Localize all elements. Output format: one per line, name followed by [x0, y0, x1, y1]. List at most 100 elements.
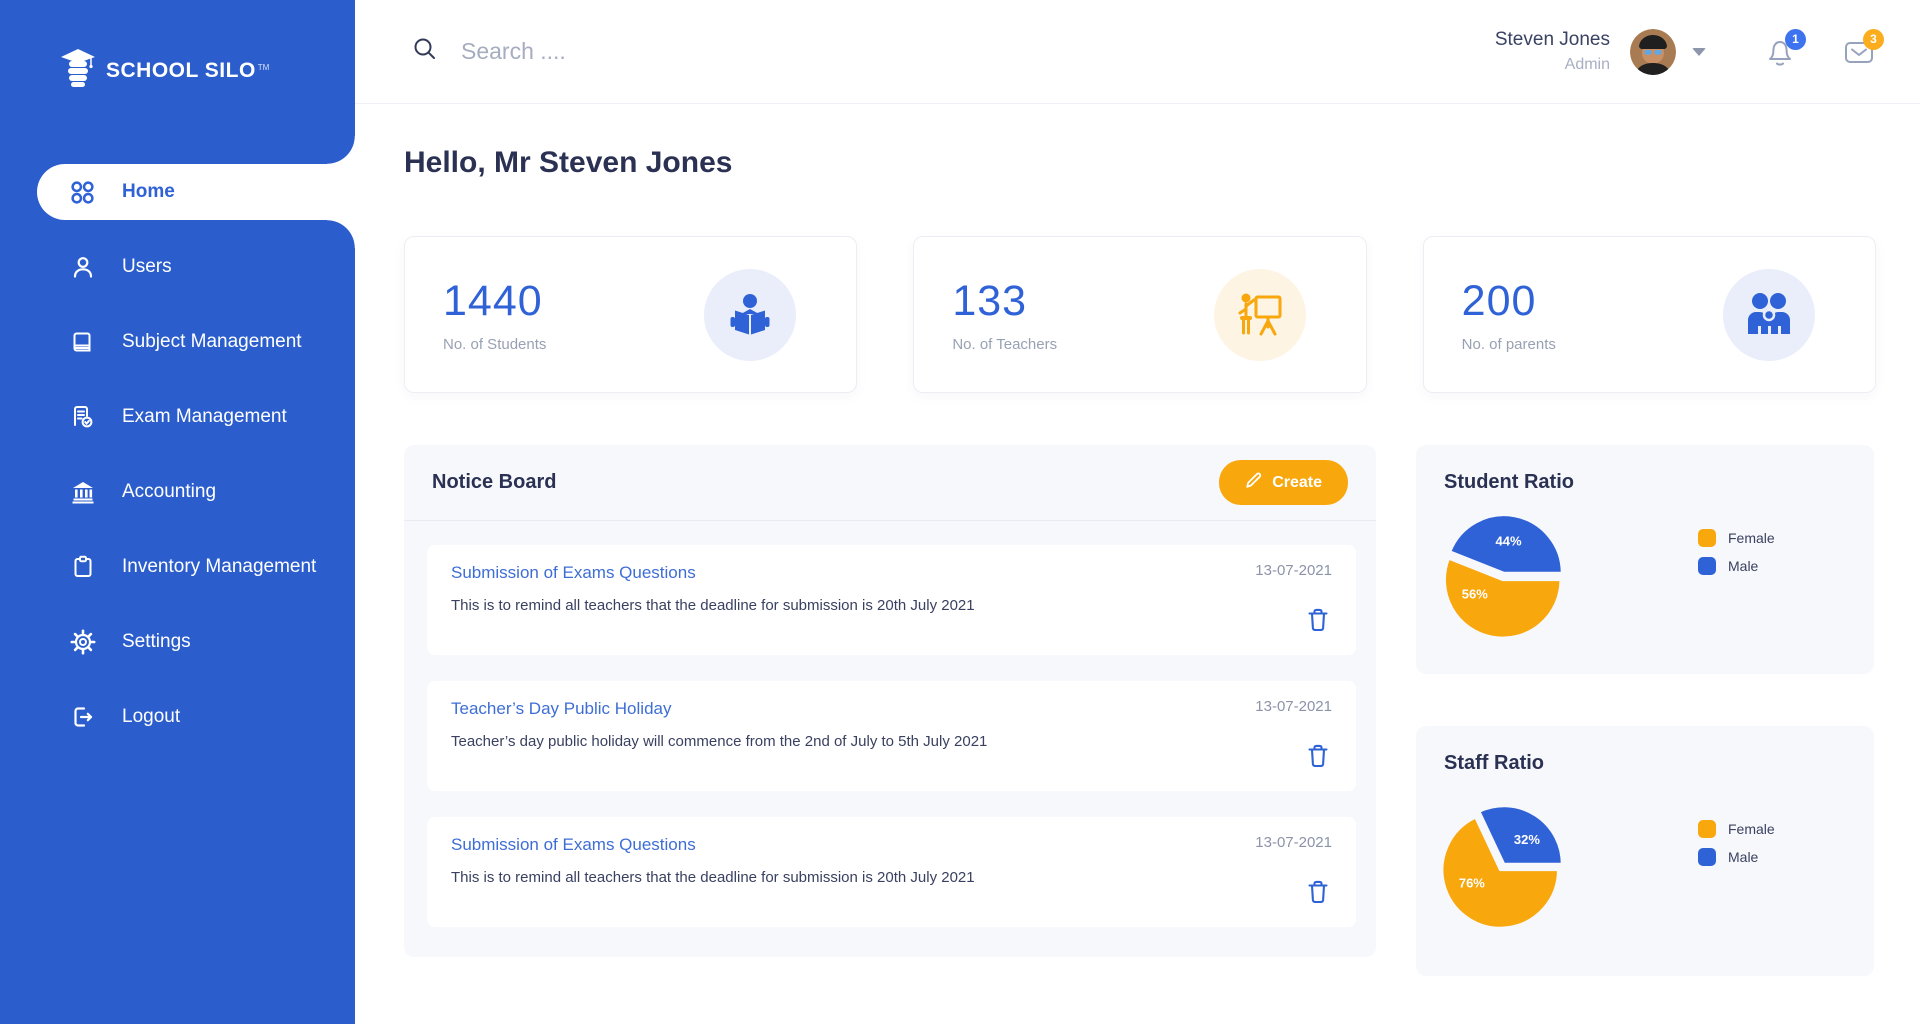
- sidebar-item-inventory-management[interactable]: Inventory Management: [0, 539, 355, 595]
- notice-board-title: Notice Board: [432, 471, 557, 493]
- notice-item: Submission of Exams Questions This is to…: [427, 545, 1356, 655]
- gear-icon: [69, 629, 96, 656]
- notice-board-panel: Notice Board Create Submission of Exams …: [404, 445, 1376, 957]
- stat-card-parents: 200 No. of parents: [1422, 236, 1876, 393]
- sidebar-item-label: Exam Management: [122, 406, 287, 427]
- user-name: Steven Jones: [1494, 29, 1610, 50]
- sidebar: SCHOOL SILO TM Home Users: [0, 0, 355, 1024]
- search-icon[interactable]: [411, 35, 439, 68]
- legend-item-male: Male: [1698, 848, 1775, 866]
- content-row: Notice Board Create Submission of Exams …: [404, 445, 1876, 976]
- sidebar-item-home[interactable]: Home: [37, 136, 355, 248]
- grid-icon: [69, 179, 96, 206]
- notice-date: 13-07-2021: [1255, 562, 1332, 579]
- student-ratio-title: Student Ratio: [1444, 471, 1574, 493]
- delete-notice-button[interactable]: [1306, 607, 1330, 633]
- legend-item-male: Male: [1698, 557, 1775, 575]
- student-ratio-pie: 44% 56%: [1443, 513, 1564, 640]
- notice-list: Submission of Exams Questions This is to…: [404, 521, 1376, 957]
- legend-item-female: Female: [1698, 529, 1775, 547]
- svg-text:76%: 76%: [1459, 876, 1485, 891]
- chevron-down-icon[interactable]: [1692, 47, 1706, 56]
- svg-text:32%: 32%: [1514, 832, 1540, 847]
- notice-title-link[interactable]: Teacher’s Day Public Holiday: [451, 699, 672, 718]
- staff-ratio-card: Staff Ratio 32% 76% Female Male: [1416, 726, 1874, 976]
- logout-icon: [69, 704, 96, 731]
- notice-date: 13-07-2021: [1255, 834, 1332, 851]
- bank-icon: [69, 479, 96, 506]
- staff-ratio-legend: Female Male: [1698, 820, 1775, 876]
- sidebar-item-label: Subject Management: [122, 331, 302, 352]
- staff-ratio-title: Staff Ratio: [1444, 752, 1544, 774]
- male-swatch: [1698, 557, 1716, 575]
- sidebar-item-label: Inventory Management: [122, 556, 317, 577]
- parents-label: No. of parents: [1461, 335, 1556, 353]
- svg-text:56%: 56%: [1462, 587, 1488, 602]
- notice-item: Teacher’s Day Public Holiday Teacher’s d…: [427, 681, 1356, 791]
- stat-card-students: 1440 No. of Students: [404, 236, 858, 393]
- male-swatch: [1698, 848, 1716, 866]
- notice-title-link[interactable]: Submission of Exams Questions: [451, 563, 696, 582]
- notice-board-header: Notice Board Create: [404, 445, 1376, 521]
- notifications-button[interactable]: 1: [1764, 28, 1806, 69]
- exam-sheet-check-icon: [69, 404, 96, 431]
- user-info: Steven Jones Admin: [1495, 29, 1610, 74]
- sidebar-item-accounting[interactable]: Accounting: [0, 464, 355, 520]
- book-icon: [69, 329, 96, 356]
- parents-count: 200: [1461, 276, 1537, 325]
- avatar[interactable]: [1630, 28, 1676, 75]
- sidebar-item-label: Accounting: [122, 481, 217, 502]
- sidebar-item-label: Settings: [122, 631, 191, 652]
- students-count: 1440: [443, 276, 543, 325]
- sidebar-item-label: Users: [122, 256, 172, 277]
- brand-logo: SCHOOL SILO TM: [0, 0, 355, 93]
- sidebar-item-subject-management[interactable]: Subject Management: [0, 314, 355, 370]
- legend-item-female: Female: [1698, 820, 1775, 838]
- delete-notice-button[interactable]: [1306, 743, 1330, 769]
- sidebar-item-users[interactable]: Users: [0, 239, 355, 295]
- notification-badge: 1: [1785, 28, 1806, 50]
- trademark: TM: [257, 63, 270, 73]
- search-bar: [411, 35, 1495, 68]
- notice-body: This is to remind all teachers that the …: [451, 869, 975, 886]
- silo-graduation-cap-icon: [60, 48, 96, 93]
- sidebar-item-label: Logout: [122, 706, 181, 727]
- topbar: Steven Jones Admin 1: [355, 0, 1920, 104]
- sidebar-nav: Home Users Subject Management: [0, 136, 355, 764]
- clipboard-icon: [69, 554, 96, 581]
- search-input[interactable]: [461, 38, 961, 65]
- student-ratio-legend: Female Male: [1698, 529, 1775, 585]
- main-content: Hello, Mr Steven Jones 1440 No. of Stude…: [355, 104, 1920, 1024]
- sidebar-item-exam-management[interactable]: Exam Management: [0, 389, 355, 445]
- messages-button[interactable]: 3: [1842, 28, 1884, 69]
- notice-item: Submission of Exams Questions This is to…: [427, 817, 1356, 927]
- notice-title-link[interactable]: Submission of Exams Questions: [451, 835, 696, 854]
- female-swatch: [1698, 820, 1716, 838]
- user-icon: [69, 254, 96, 281]
- student-reading-icon: [704, 268, 797, 361]
- page-greeting: Hello, Mr Steven Jones: [404, 146, 733, 179]
- sidebar-item-settings[interactable]: Settings: [0, 614, 355, 670]
- pencil-icon: [1245, 472, 1262, 494]
- students-label: No. of Students: [443, 335, 547, 353]
- family-icon: [1722, 268, 1815, 361]
- sidebar-item-label: Home: [122, 181, 175, 202]
- user-cluster: Steven Jones Admin 1: [1495, 28, 1884, 75]
- teachers-count: 133: [952, 276, 1028, 325]
- female-swatch: [1698, 529, 1716, 547]
- sidebar-item-logout[interactable]: Logout: [0, 689, 355, 745]
- messages-badge: 3: [1863, 28, 1884, 50]
- create-button-label: Create: [1272, 473, 1322, 491]
- create-notice-button[interactable]: Create: [1219, 460, 1348, 505]
- brand-name: SCHOOL SILO: [106, 58, 256, 82]
- delete-notice-button[interactable]: [1306, 879, 1330, 905]
- stat-card-teachers: 133 No. of Teachers: [913, 236, 1367, 393]
- teachers-label: No. of Teachers: [952, 335, 1058, 353]
- svg-text:44%: 44%: [1496, 533, 1522, 548]
- right-column: Student Ratio 44% 56% Female Male Staff R…: [1416, 445, 1874, 976]
- stats-row: 1440 No. of Students 133 No. of Teachers: [404, 236, 1876, 393]
- student-ratio-card: Student Ratio 44% 56% Female Male: [1416, 445, 1874, 674]
- notice-body: This is to remind all teachers that the …: [451, 597, 975, 614]
- notice-date: 13-07-2021: [1255, 698, 1332, 715]
- teacher-board-icon: [1213, 268, 1306, 361]
